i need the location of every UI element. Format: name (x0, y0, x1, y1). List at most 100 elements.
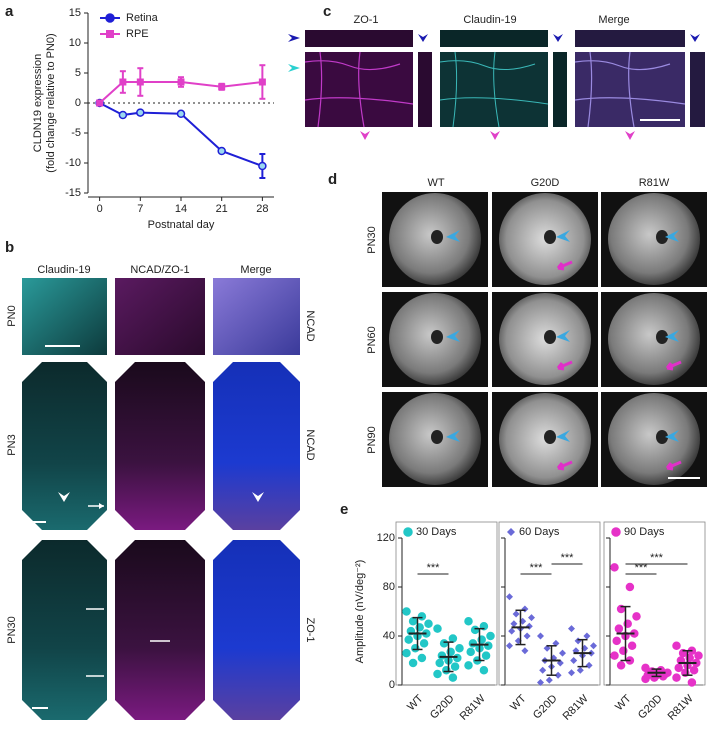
micrograph (213, 278, 300, 355)
micrograph (213, 362, 300, 530)
row-label: PN90 (366, 426, 378, 454)
y-tick-label: 10 (69, 37, 81, 49)
panel-label: c (323, 3, 331, 20)
y-tick-label: 40 (383, 630, 395, 642)
marker (258, 78, 266, 86)
legend-label: 30 Days (416, 526, 457, 538)
x-tick-label: WT (508, 692, 529, 713)
legend-label: RPE (126, 28, 149, 40)
micrograph (115, 278, 205, 355)
arrowhead (446, 330, 460, 342)
data-point (521, 647, 529, 655)
data-point (424, 619, 433, 628)
data-point (528, 614, 535, 622)
stain-label: NCAD (304, 429, 316, 460)
data-point (616, 661, 626, 670)
y-tick-label: 0 (75, 97, 81, 109)
data-point (481, 651, 491, 660)
data-point (402, 607, 411, 616)
arrowhead (58, 492, 70, 502)
marker (96, 99, 104, 107)
data-point (466, 647, 475, 657)
data-point (539, 666, 547, 674)
plot-frame (603, 521, 706, 686)
x-tick-label: R81W (666, 692, 697, 723)
x-tick-label: 28 (256, 203, 268, 215)
data-point (439, 639, 449, 648)
legend-label: 90 Days (624, 526, 665, 538)
data-point (484, 641, 493, 651)
cell-border (439, 51, 549, 128)
x-tick-label: R81W (561, 692, 592, 723)
fundus-image (608, 293, 700, 385)
data-point (402, 648, 411, 658)
optic-disc (431, 430, 443, 444)
micrograph (553, 52, 567, 127)
arrowhead (556, 330, 570, 342)
data-point (632, 612, 641, 621)
data-point (523, 632, 531, 640)
arrowhead (665, 430, 679, 442)
data-point (610, 563, 619, 572)
data-point (479, 666, 489, 675)
x-tick-label: 7 (137, 203, 143, 215)
column-header: Merge (598, 14, 629, 26)
data-point (437, 651, 447, 660)
arrowhead (690, 34, 700, 42)
data-point (508, 627, 516, 635)
legend-marker (105, 13, 115, 23)
data-point (525, 622, 533, 630)
marker (118, 110, 128, 120)
data-point (583, 632, 591, 640)
arrowhead (446, 230, 460, 242)
x-tick-label: G20D (531, 693, 560, 722)
micrograph (22, 540, 107, 720)
data-point (694, 651, 703, 660)
data-point (468, 639, 478, 648)
arrowhead (288, 64, 300, 72)
column-header: NCAD/ZO-1 (130, 264, 189, 276)
data-point (570, 657, 578, 664)
data-point (568, 669, 575, 677)
data-point (506, 593, 513, 601)
arrowhead (288, 34, 300, 42)
x-tick-label: 14 (175, 203, 187, 215)
data-point (417, 653, 427, 663)
plot-frame (395, 521, 498, 686)
data-point (433, 669, 442, 679)
data-point (435, 658, 444, 668)
y-tick-label: 5 (75, 67, 81, 79)
data-point (486, 631, 495, 641)
optic-disc (544, 230, 556, 244)
fundus-image (608, 193, 700, 285)
arrowhead (556, 430, 570, 442)
marker (258, 161, 267, 171)
optic-disc (656, 330, 668, 344)
data-point (450, 662, 460, 671)
arrowhead (665, 330, 679, 342)
panel-d: WT G20D R81W PN30 PN60 PN90 (366, 177, 707, 487)
arrow (556, 460, 573, 471)
x-axis-label: Postnatal day (148, 219, 215, 231)
marker (218, 83, 226, 91)
data-point (641, 663, 650, 673)
arrowhead (556, 230, 570, 242)
data-point (614, 624, 624, 633)
plot-frame (498, 521, 601, 686)
optic-disc (544, 330, 556, 344)
data-point (672, 673, 681, 682)
data-point (545, 676, 553, 684)
micrograph (440, 30, 548, 47)
y-tick-label: 0 (389, 679, 395, 691)
row-label: PN30 (366, 226, 378, 254)
data-point (417, 612, 427, 621)
data-point (568, 625, 575, 633)
arrowhead (360, 131, 370, 140)
data-point (512, 610, 520, 618)
data-point (687, 678, 697, 687)
legend-label: Retina (126, 12, 159, 24)
data-point (537, 679, 544, 687)
data-point (455, 644, 464, 653)
optic-disc (431, 230, 443, 244)
x-tick-label: WT (405, 692, 426, 713)
